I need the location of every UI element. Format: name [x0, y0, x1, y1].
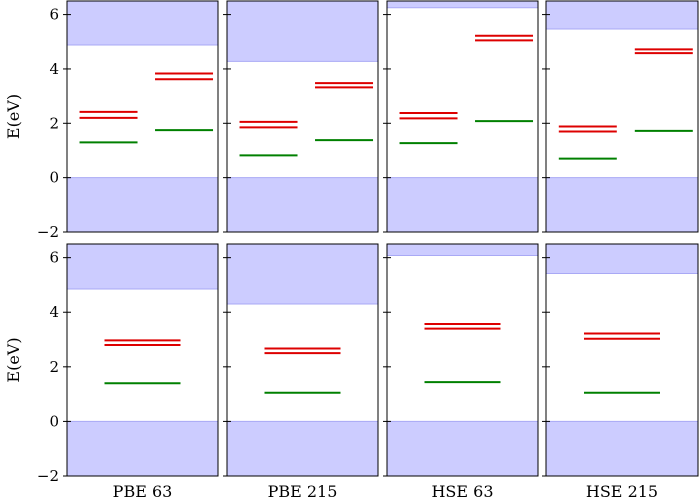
valence-band [67, 177, 218, 232]
conduction-band [227, 244, 378, 305]
y-tick-label: 2 [49, 114, 59, 132]
valence-band [546, 177, 698, 232]
panel-frame [226, 0, 379, 233]
conduction-band [227, 1, 378, 62]
panel-frame [545, 0, 699, 233]
y-tick-label: 0 [49, 169, 59, 187]
y-tick-label: 6 [49, 6, 59, 24]
valence-band [227, 177, 378, 232]
panel-frame [66, 243, 219, 477]
valence-band [387, 421, 538, 476]
y-tick-label: 2 [49, 358, 59, 376]
y-tick-label: 0 [49, 412, 59, 430]
y-tick-label: −2 [37, 223, 59, 241]
valence-band [67, 421, 218, 476]
y-axis-label: E(eV) [4, 94, 23, 139]
panel-frame [386, 0, 539, 233]
panel-frame [66, 0, 219, 233]
y-tick-label: −2 [37, 467, 59, 485]
x-category-label: HSE 215 [586, 482, 658, 500]
conduction-band [387, 1, 538, 8]
conduction-band [67, 244, 218, 290]
panel-frame [386, 243, 539, 477]
y-tick-label: 6 [49, 249, 59, 267]
panel-frame [545, 243, 699, 477]
conduction-band [546, 1, 698, 29]
y-tick-label: 4 [49, 60, 59, 78]
panel-frame [226, 243, 379, 477]
valence-band [227, 421, 378, 476]
x-category-label: PBE 215 [268, 482, 338, 500]
valence-band [387, 177, 538, 232]
conduction-band [546, 244, 698, 274]
y-axis-label: E(eV) [4, 337, 23, 382]
x-category-label: HSE 63 [431, 482, 493, 500]
conduction-band [67, 1, 218, 46]
x-category-label: PBE 63 [113, 482, 173, 500]
y-tick-label: 4 [49, 303, 59, 321]
conduction-band [387, 244, 538, 256]
valence-band [546, 421, 698, 476]
